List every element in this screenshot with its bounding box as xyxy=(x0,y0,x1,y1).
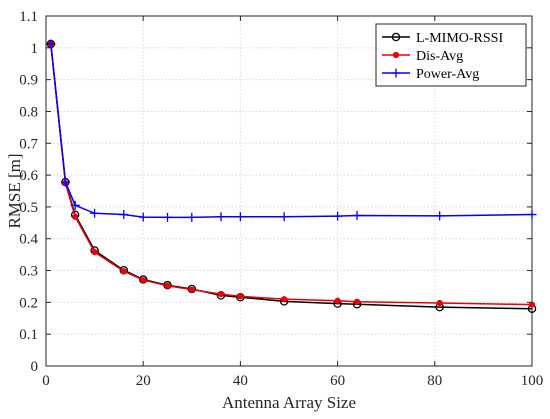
data-point-marker xyxy=(353,298,361,305)
x-tick-label: 80 xyxy=(427,373,442,389)
data-point-marker xyxy=(436,299,443,307)
data-point-marker xyxy=(352,211,362,220)
legend-entry: Dis-Avg xyxy=(382,49,463,64)
y-tick-label: 1.1 xyxy=(19,9,38,25)
x-tick-label: 20 xyxy=(136,373,151,389)
data-point-marker xyxy=(527,210,537,220)
data-point-marker xyxy=(333,211,343,221)
y-tick-label: 0.7 xyxy=(19,136,38,152)
x-tick-label: 100 xyxy=(521,373,544,389)
legend-label: Dis-Avg xyxy=(416,49,463,64)
data-point-marker xyxy=(281,296,288,303)
data-point-marker xyxy=(391,68,401,78)
legend-entry: L-MIMO-RSSI xyxy=(382,31,503,46)
y-tick-label: 0.2 xyxy=(19,295,38,311)
data-point-marker xyxy=(392,51,400,59)
y-tick-label: 0.4 xyxy=(19,232,38,248)
data-point-marker xyxy=(528,301,536,308)
data-point-marker xyxy=(435,211,445,221)
data-point-marker xyxy=(279,212,289,222)
x-tick-label: 60 xyxy=(330,373,345,389)
data-point-marker xyxy=(91,248,98,256)
y-tick-label: 0.1 xyxy=(19,327,38,343)
y-tick-label: 0.6 xyxy=(19,168,38,184)
y-tick-label: 0.9 xyxy=(19,73,38,89)
data-point-marker xyxy=(164,282,171,289)
data-point-marker xyxy=(235,212,245,222)
axis-ticks: 0 20 40 60 80 100 0 0.1 0.2 0.3 0.4 0.5 0.6 0.7 0.8 0.9… xyxy=(19,9,543,389)
x-tick-label: 40 xyxy=(233,373,248,389)
data-point-marker xyxy=(70,200,80,210)
y-tick-label: 1 xyxy=(31,41,39,57)
legend-label: Power-Avg xyxy=(416,67,479,82)
data-point-marker xyxy=(187,212,197,222)
data-point-marker xyxy=(90,208,100,218)
data-point-marker xyxy=(334,297,341,304)
data-point-marker xyxy=(216,212,226,222)
y-tick-label: 0.3 xyxy=(19,264,38,280)
data-point-marker xyxy=(140,276,147,284)
data-point-marker xyxy=(237,293,244,300)
y-tick-label: 0.5 xyxy=(19,200,38,216)
data-point-marker xyxy=(217,290,225,298)
data-point-marker xyxy=(163,212,172,222)
y-tick-label: 0.8 xyxy=(19,104,38,120)
legend: L-MIMO-RSSI Dis-Avg Power-Avg xyxy=(375,23,527,87)
data-point-marker xyxy=(138,212,148,222)
y-axis-label: RMSE [m] xyxy=(5,153,24,228)
y-tick-label: 0 xyxy=(31,359,39,375)
plot-area xyxy=(45,15,533,367)
data-point-marker xyxy=(119,210,129,220)
legend-entry: Power-Avg xyxy=(382,67,479,82)
data-point-marker xyxy=(391,32,401,42)
data-point-marker xyxy=(60,177,70,187)
series xyxy=(46,39,537,313)
data-point-marker xyxy=(46,39,56,49)
x-tick-label: 0 xyxy=(42,373,50,389)
data-point-marker xyxy=(120,268,127,275)
data-point-marker xyxy=(72,213,79,220)
x-axis-label: Antenna Array Size xyxy=(222,393,356,412)
data-point-marker xyxy=(188,286,195,293)
series-power-avg xyxy=(46,39,537,222)
legend-label: L-MIMO-RSSI xyxy=(416,31,503,46)
